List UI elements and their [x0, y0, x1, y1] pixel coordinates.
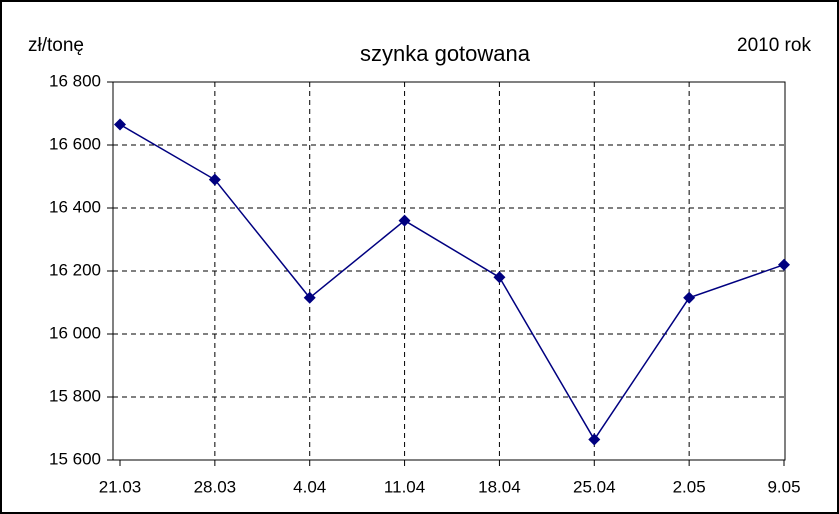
marker [114, 118, 126, 131]
x-tick-label: 9.05 [767, 477, 800, 496]
y-tick-label: 16 400 [49, 197, 101, 216]
y-tick-label: 15 600 [49, 449, 101, 468]
y-axis-label: zł/tonę [28, 35, 84, 56]
x-tick-label: 4.04 [293, 477, 326, 496]
y-tick-label: 16 200 [49, 260, 101, 279]
marker [493, 271, 506, 284]
annotation: 2010 rok [737, 35, 811, 56]
x-tick-label: 21.03 [99, 477, 142, 496]
marker [398, 214, 411, 227]
y-tick-label: 16 800 [49, 71, 101, 90]
marker [208, 173, 221, 186]
x-tick-label: 11.04 [384, 477, 425, 496]
marker [778, 258, 790, 271]
y-tick-label: 16 600 [49, 134, 101, 153]
marker [588, 433, 601, 446]
y-tick-label: 16 000 [49, 323, 101, 342]
x-tick-label: 2.05 [673, 477, 706, 496]
x-tick-label: 18.04 [478, 477, 521, 496]
x-tick-label: 28.03 [194, 477, 237, 496]
marker [303, 291, 316, 304]
chart-title: szynka gotowana [360, 41, 531, 66]
y-tick-label: 15 800 [49, 386, 101, 405]
marker [683, 291, 696, 304]
x-tick-label: 25.04 [573, 477, 616, 496]
line [119, 123, 785, 441]
